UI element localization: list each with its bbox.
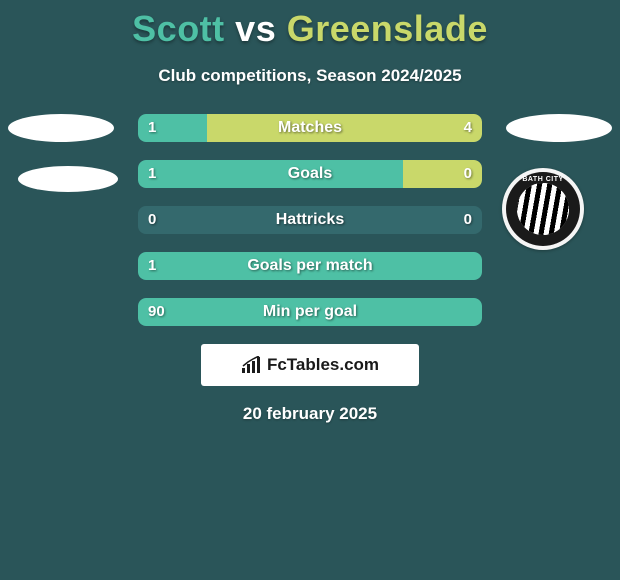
stat-row: 00Hattricks (0, 206, 620, 236)
vs-text: vs (235, 8, 276, 49)
stat-row: 14Matches (0, 114, 620, 144)
stat-label: Goals (138, 160, 482, 188)
player2-name: Greenslade (287, 8, 488, 49)
comparison-title: Scott vs Greenslade (0, 0, 620, 50)
chart-icon (241, 356, 263, 374)
player1-name: Scott (132, 8, 225, 49)
stat-label: Min per goal (138, 298, 482, 326)
stat-label: Hattricks (138, 206, 482, 234)
subtitle: Club competitions, Season 2024/2025 (0, 66, 620, 86)
brand-box: FcTables.com (201, 344, 419, 386)
stats-area: BATH CITY 14Matches10Goals00Hattricks1Go… (0, 114, 620, 328)
stat-label: Goals per match (138, 252, 482, 280)
stat-row: 1Goals per match (0, 252, 620, 282)
brand-text: FcTables.com (267, 355, 379, 375)
stat-label: Matches (138, 114, 482, 142)
stat-row: 10Goals (0, 160, 620, 190)
stat-row: 90Min per goal (0, 298, 620, 328)
date-text: 20 february 2025 (0, 404, 620, 424)
